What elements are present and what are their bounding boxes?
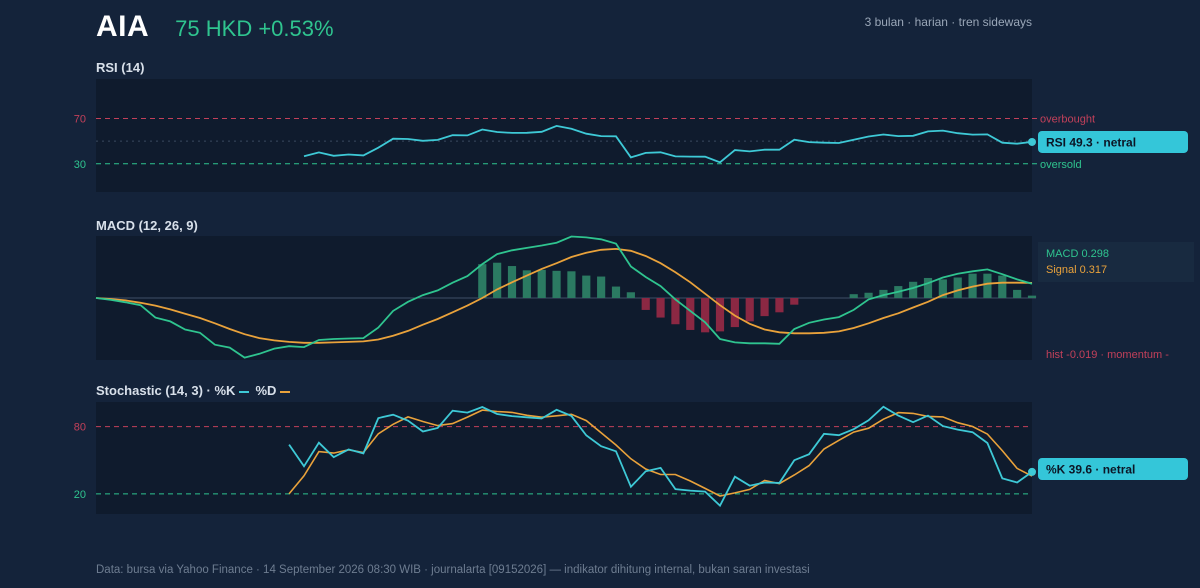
stoch-tick-20: 20 xyxy=(74,489,86,501)
macd-hist-bar xyxy=(611,286,621,298)
macd-readout: MACD 0.298 xyxy=(1046,248,1109,260)
macd-hist-bar xyxy=(998,275,1007,298)
macd-hist-bar xyxy=(552,270,561,298)
macd-hist-bar xyxy=(478,264,487,298)
macd-hist-bar xyxy=(849,294,858,298)
stoch-panel-title: Stochastic (14, 3) · %K %D xyxy=(96,383,296,398)
macd-hist-bar xyxy=(537,269,546,298)
rsi-tick-70: 70 xyxy=(74,114,86,126)
d-legend-swatch xyxy=(280,390,291,393)
stoch-title-text: Stochastic (14, 3) · %K xyxy=(96,383,236,398)
stoch-last-badge: %K 39.6 · netral xyxy=(1046,463,1135,477)
price-change: 75 HKD +0.53% xyxy=(175,16,334,41)
macd-hist-bar xyxy=(626,292,635,298)
rsi-last-badge-bg xyxy=(1038,130,1188,153)
chart-meta: 3 bulan · harian · tren sideways xyxy=(864,15,1032,29)
macd-hist-bar xyxy=(597,276,606,298)
d-legend-label: %D xyxy=(255,383,277,398)
macd-hist-bar xyxy=(701,298,710,333)
macd-line xyxy=(95,235,1033,359)
macd-hist-bar xyxy=(745,298,754,322)
rsi-tick-30: 30 xyxy=(74,159,86,171)
macd-panel-title: MACD (12, 26, 9) xyxy=(96,218,198,233)
stoch-last-badge-bg xyxy=(1038,458,1188,480)
stoch-d-line xyxy=(288,409,1033,497)
macd-hist-bar xyxy=(522,270,531,298)
rsi-panel-title: RSI (14) xyxy=(96,60,145,75)
rsi-ref-label-70: overbought xyxy=(1040,114,1095,126)
macd-hist-bar xyxy=(1013,289,1022,298)
macd-hist-bar xyxy=(715,298,725,332)
macd-hist-bar xyxy=(983,273,992,298)
macd-hist-bar xyxy=(879,289,888,298)
signal-readout: Signal 0.317 xyxy=(1046,264,1107,276)
macd-hist-bar xyxy=(656,298,665,318)
ticker-symbol: AIA xyxy=(96,10,150,43)
rsi-last-badge: RSI 49.3 · netral xyxy=(1046,135,1136,149)
macd-hist-bar xyxy=(938,279,947,298)
macd-signal-line xyxy=(95,247,1033,344)
macd-hist-bar xyxy=(641,298,650,310)
macd-hist-bar xyxy=(775,298,784,313)
macd-hist-bar xyxy=(909,281,918,298)
macd-hist-bar xyxy=(864,292,873,298)
chart-header: AIA 75 HKD +0.53% xyxy=(96,10,334,50)
data-source-footer: Data: bursa via Yahoo Finance · 14 Septe… xyxy=(96,564,810,576)
rsi-ref-label-30: oversold xyxy=(1040,159,1082,171)
macd-hist-bar xyxy=(493,262,502,298)
macd-hist-bar xyxy=(730,298,739,328)
macd-hist-bar xyxy=(686,298,695,330)
macd-readout-box xyxy=(1038,242,1194,282)
indicator-chart: overbought oversold 30 70 RSI 49.3 · netral M… xyxy=(73,79,1194,514)
rsi-line xyxy=(303,124,1033,164)
macd-hist-bar xyxy=(671,298,680,325)
stoch-tick-80: 80 xyxy=(74,422,86,434)
macd-hist-bar xyxy=(760,298,769,317)
hist-readout: hist -0.019 · momentum - xyxy=(1046,349,1169,361)
rsi-last-point xyxy=(1028,137,1036,146)
stoch-plot-area xyxy=(96,402,1032,514)
macd-hist-bar xyxy=(567,271,576,298)
macd-hist-bar xyxy=(953,277,962,298)
macd-hist-bar xyxy=(582,275,591,298)
macd-hist-bar xyxy=(1027,295,1037,298)
k-legend-swatch xyxy=(239,390,250,393)
stoch-k-line xyxy=(288,405,1033,508)
macd-hist-bar xyxy=(923,277,933,298)
macd-hist-bar xyxy=(790,298,799,305)
stoch-last-point xyxy=(1028,467,1036,476)
